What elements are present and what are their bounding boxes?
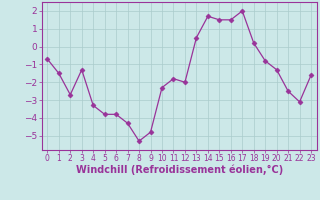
X-axis label: Windchill (Refroidissement éolien,°C): Windchill (Refroidissement éolien,°C) — [76, 165, 283, 175]
